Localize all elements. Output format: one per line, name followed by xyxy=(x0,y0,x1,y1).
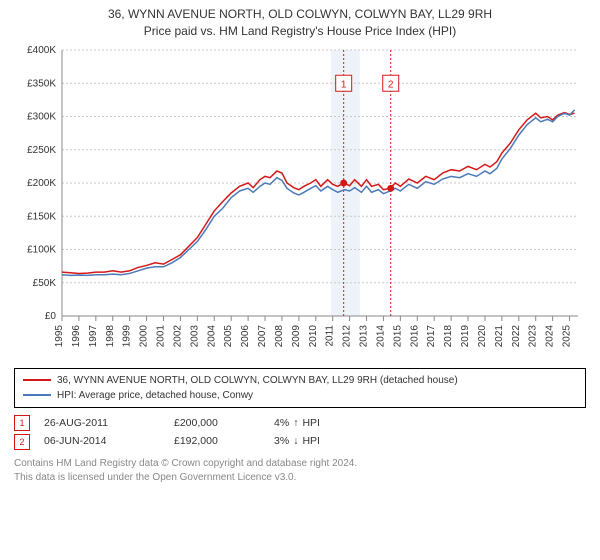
svg-text:2: 2 xyxy=(388,79,394,90)
svg-text:£400K: £400K xyxy=(27,45,56,56)
svg-text:2023: 2023 xyxy=(528,324,539,347)
svg-text:1: 1 xyxy=(341,79,347,90)
svg-text:1997: 1997 xyxy=(88,324,99,347)
transaction-price: £192,000 xyxy=(174,432,274,451)
legend-label: HPI: Average price, detached house, Conw… xyxy=(57,388,253,403)
svg-text:1995: 1995 xyxy=(54,324,65,347)
transaction-trend: 3% ↓ HPI xyxy=(274,432,320,451)
svg-text:2014: 2014 xyxy=(375,324,386,347)
copyright: Contains HM Land Registry data © Crown c… xyxy=(14,457,586,485)
transactions-table: 1 26-AUG-2011 £200,000 4% ↑ HPI 2 06-JUN… xyxy=(14,414,586,452)
svg-text:2020: 2020 xyxy=(477,324,488,347)
svg-text:£100K: £100K xyxy=(27,244,56,255)
svg-text:2005: 2005 xyxy=(223,324,234,347)
svg-text:2003: 2003 xyxy=(189,324,200,347)
svg-text:2010: 2010 xyxy=(308,324,319,347)
svg-text:£200K: £200K xyxy=(27,178,56,189)
svg-text:2025: 2025 xyxy=(562,324,573,347)
svg-text:1996: 1996 xyxy=(71,324,82,347)
svg-text:2004: 2004 xyxy=(206,324,217,347)
svg-text:2009: 2009 xyxy=(291,324,302,347)
svg-text:2024: 2024 xyxy=(545,324,556,347)
arrow-up-icon: ↑ xyxy=(293,414,298,433)
copyright-line: This data is licensed under the Open Gov… xyxy=(14,471,586,485)
transaction-trend: 4% ↑ HPI xyxy=(274,414,320,433)
marker-box-icon: 1 xyxy=(14,415,30,431)
svg-text:2006: 2006 xyxy=(240,324,251,347)
svg-text:2016: 2016 xyxy=(409,324,420,347)
svg-text:2012: 2012 xyxy=(342,324,353,347)
chart-svg: £0 £50K £100K £150K £200K £250K £300K £350K £400… xyxy=(14,44,584,364)
arrow-down-icon: ↓ xyxy=(293,432,298,451)
svg-text:£350K: £350K xyxy=(27,78,56,89)
transaction-row: 1 26-AUG-2011 £200,000 4% ↑ HPI xyxy=(14,414,586,433)
svg-text:£300K: £300K xyxy=(27,111,56,122)
address-title: 36, WYNN AVENUE NORTH, OLD COLWYN, COLWY… xyxy=(14,6,586,23)
svg-text:2008: 2008 xyxy=(274,324,285,347)
svg-text:2013: 2013 xyxy=(359,324,370,347)
legend-line-icon xyxy=(23,379,51,381)
svg-text:2018: 2018 xyxy=(443,324,454,347)
svg-text:2019: 2019 xyxy=(460,324,471,347)
copyright-line: Contains HM Land Registry data © Crown c… xyxy=(14,457,586,471)
marker-box-icon: 2 xyxy=(14,434,30,450)
price-chart: £0 £50K £100K £150K £200K £250K £300K £350K £400… xyxy=(14,44,586,364)
legend-line-icon xyxy=(23,394,51,396)
legend-row-hpi: HPI: Average price, detached house, Conw… xyxy=(23,388,577,403)
legend-label: 36, WYNN AVENUE NORTH, OLD COLWYN, COLWY… xyxy=(57,373,458,388)
transaction-date: 06-JUN-2014 xyxy=(44,432,174,451)
transaction-price: £200,000 xyxy=(174,414,274,433)
svg-text:2015: 2015 xyxy=(392,324,403,347)
svg-text:2007: 2007 xyxy=(257,324,268,347)
svg-text:£150K: £150K xyxy=(27,211,56,222)
svg-text:2021: 2021 xyxy=(494,324,505,347)
legend-row-property: 36, WYNN AVENUE NORTH, OLD COLWYN, COLWY… xyxy=(23,373,577,388)
transaction-row: 2 06-JUN-2014 £192,000 3% ↓ HPI xyxy=(14,432,586,451)
svg-text:£0: £0 xyxy=(45,311,57,322)
legend: 36, WYNN AVENUE NORTH, OLD COLWYN, COLWY… xyxy=(14,368,586,408)
svg-text:2000: 2000 xyxy=(139,324,150,347)
subtitle: Price paid vs. HM Land Registry's House … xyxy=(14,23,586,40)
svg-text:2001: 2001 xyxy=(156,324,167,347)
svg-text:£250K: £250K xyxy=(27,144,56,155)
svg-text:1999: 1999 xyxy=(122,324,133,347)
svg-text:2011: 2011 xyxy=(325,324,336,346)
chart-title: 36, WYNN AVENUE NORTH, OLD COLWYN, COLWY… xyxy=(14,6,586,40)
transaction-date: 26-AUG-2011 xyxy=(44,414,174,433)
svg-text:2002: 2002 xyxy=(172,324,183,347)
svg-text:2017: 2017 xyxy=(426,324,437,347)
svg-text:1998: 1998 xyxy=(105,324,116,347)
svg-text:£50K: £50K xyxy=(33,277,57,288)
svg-text:2022: 2022 xyxy=(511,324,522,347)
